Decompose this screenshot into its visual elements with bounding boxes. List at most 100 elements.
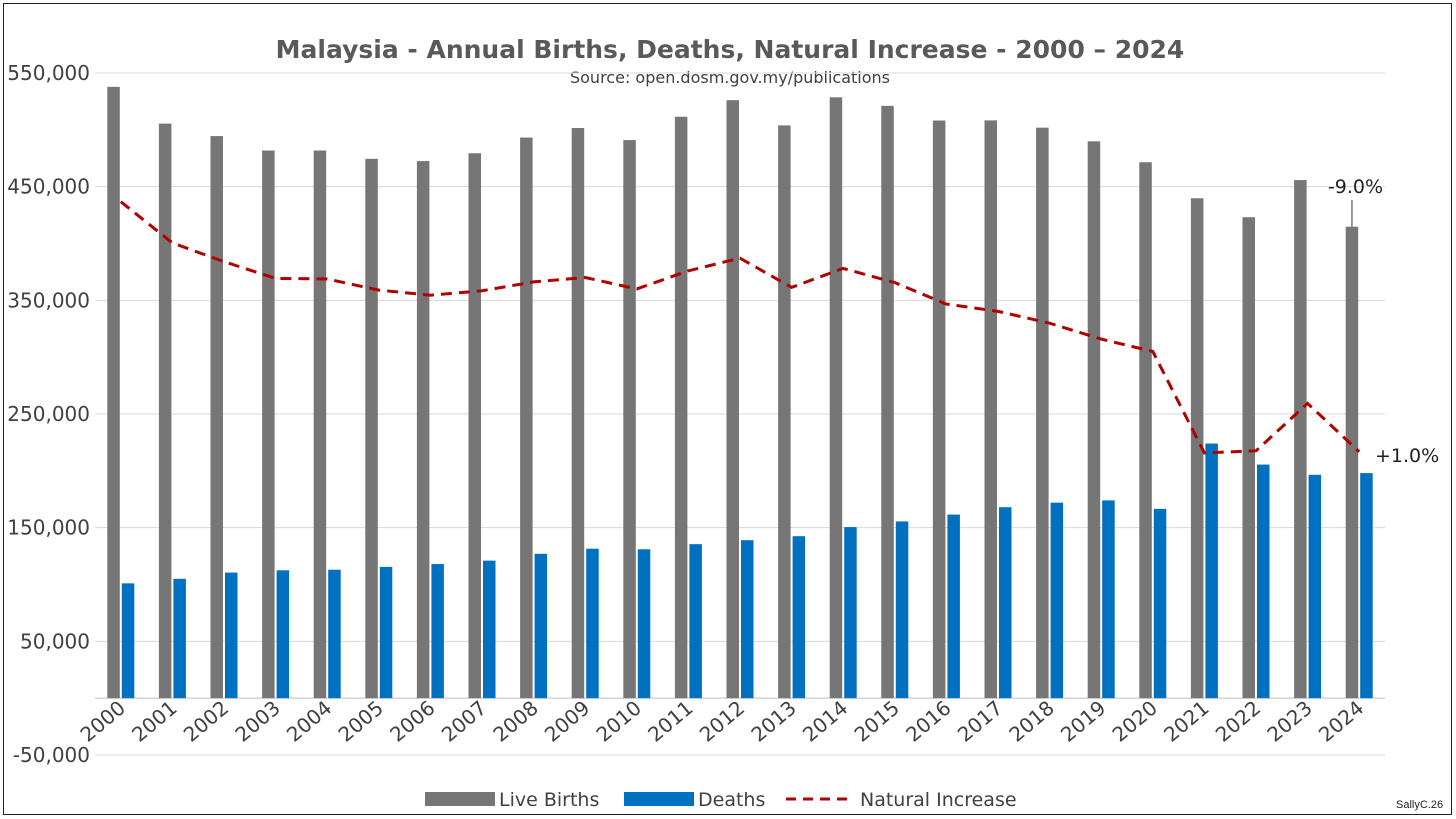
annotations: -9.0% +1.0% (1328, 176, 1439, 467)
x-tick-label: 2007 (437, 696, 491, 747)
bar-live-births-2020 (1139, 162, 1152, 699)
annotation-deaths-change: +1.0% (1375, 445, 1439, 467)
bar-live-births-2018 (1036, 127, 1049, 699)
bar-deaths-2004 (328, 569, 341, 699)
bar-deaths-2020 (1153, 508, 1167, 699)
x-tick-label: 2003 (230, 696, 284, 747)
bar-live-births-2003 (262, 150, 275, 699)
bar-deaths-2015 (895, 521, 909, 699)
line-series (119, 200, 1361, 455)
x-tick-label: 2014 (798, 696, 852, 747)
legend-swatch-deaths (624, 792, 694, 806)
bar-deaths-2005 (379, 566, 393, 699)
y-tick-label: 250,000 (7, 402, 90, 426)
x-tick-label: 2019 (1056, 696, 1110, 747)
bar-live-births-2001 (158, 123, 172, 699)
x-tick-label: 2024 (1314, 696, 1368, 747)
x-tick-label: 2020 (1108, 696, 1162, 747)
bar-deaths-2017 (999, 507, 1012, 699)
bar-deaths-2013 (792, 536, 806, 699)
bar-live-births-2006 (416, 161, 430, 699)
bar-deaths-2001 (173, 578, 186, 699)
bar-live-births-2021 (1190, 198, 1204, 699)
bar-deaths-2023 (1308, 474, 1322, 699)
bar-live-births-2012 (726, 100, 739, 699)
x-tick-label: 2017 (953, 696, 1007, 747)
bar-live-births-2023 (1294, 180, 1307, 699)
bar-deaths-2009 (586, 548, 599, 699)
bar-live-births-2010 (623, 140, 636, 699)
y-tick-label: -50,000 (13, 743, 90, 767)
legend-swatch-live-births (425, 792, 495, 806)
bar-live-births-2022 (1242, 217, 1255, 699)
bar-deaths-2018 (1050, 502, 1064, 699)
x-tick-label: 2000 (76, 696, 130, 747)
bar-live-births-2007 (468, 153, 481, 699)
bar-deaths-2016 (947, 514, 960, 699)
y-tick-label: 550,000 (7, 61, 90, 85)
y-tick-label: 450,000 (7, 175, 90, 199)
bar-live-births-2024 (1345, 226, 1359, 699)
x-tick-label: 2006 (385, 696, 439, 747)
line-natural-increase (119, 200, 1361, 455)
bar-deaths-2007 (483, 560, 496, 699)
x-tick-label: 2023 (1262, 696, 1316, 747)
x-tick-label: 2004 (282, 696, 336, 747)
y-tick-label: 350,000 (7, 288, 90, 312)
bar-deaths-2012 (741, 540, 754, 699)
x-tick-label: 2008 (488, 696, 542, 747)
bar-live-births-2004 (313, 150, 327, 699)
bar-deaths-2000 (121, 583, 135, 699)
bar-live-births-2000 (107, 86, 120, 699)
bar-deaths-2008 (534, 553, 548, 699)
bar-live-births-2014 (829, 97, 843, 699)
bar-deaths-2002 (225, 572, 238, 699)
bars (107, 86, 1373, 699)
x-tick-label: 2016 (901, 696, 955, 747)
x-tick-label: 2012 (695, 696, 749, 747)
x-axis: 2000200120022003200420052006200720082009… (76, 696, 1369, 747)
bar-live-births-2015 (881, 105, 894, 699)
chart-title: Malaysia - Annual Births, Deaths, Natura… (276, 35, 1185, 64)
bar-live-births-2019 (1087, 141, 1101, 699)
x-tick-label: 2009 (540, 696, 594, 747)
x-tick-label: 2021 (1159, 696, 1213, 747)
bar-deaths-2022 (1257, 464, 1270, 699)
bar-live-births-2008 (520, 137, 533, 699)
bar-deaths-2019 (1102, 500, 1115, 699)
bar-live-births-2013 (778, 125, 791, 699)
legend: Live Births Deaths Natural Increase (425, 789, 1017, 811)
bar-deaths-2010 (637, 549, 651, 699)
bar-live-births-2009 (571, 128, 585, 699)
bar-deaths-2003 (276, 570, 290, 699)
bar-live-births-2002 (210, 136, 223, 699)
bar-deaths-2021 (1205, 443, 1218, 699)
x-tick-label: 2005 (334, 696, 388, 747)
bar-live-births-2017 (984, 120, 997, 699)
bar-deaths-2014 (844, 527, 857, 699)
x-tick-label: 2022 (1211, 696, 1265, 747)
bar-live-births-2005 (365, 158, 378, 699)
legend-label-deaths: Deaths (698, 789, 765, 811)
y-tick-label: 150,000 (7, 516, 90, 540)
x-tick-label: 2001 (127, 696, 181, 747)
x-tick-label: 2013 (746, 696, 800, 747)
chart-subtitle: Source: open.dosm.gov.my/publications (570, 68, 890, 87)
legend-label-live-births: Live Births (499, 789, 599, 811)
bar-deaths-2011 (689, 544, 702, 699)
x-tick-label: 2015 (850, 696, 904, 747)
bar-deaths-2006 (431, 564, 444, 699)
y-tick-label: 50,000 (20, 629, 90, 653)
y-axis: -50,000 50,000 150,000 250,000 350,000 450,00… (7, 61, 90, 767)
legend-label-natural-increase: Natural Increase (860, 789, 1017, 811)
bar-deaths-2024 (1360, 473, 1373, 699)
bar-live-births-2011 (674, 116, 688, 699)
x-tick-label: 2002 (179, 696, 233, 747)
credit-text: SallyC.26 (1396, 799, 1443, 811)
gridlines (95, 72, 1385, 756)
bar-live-births-2016 (932, 120, 946, 699)
x-tick-label: 2010 (592, 696, 646, 747)
x-tick-label: 2011 (643, 696, 697, 747)
x-tick-label: 2018 (1004, 696, 1058, 747)
